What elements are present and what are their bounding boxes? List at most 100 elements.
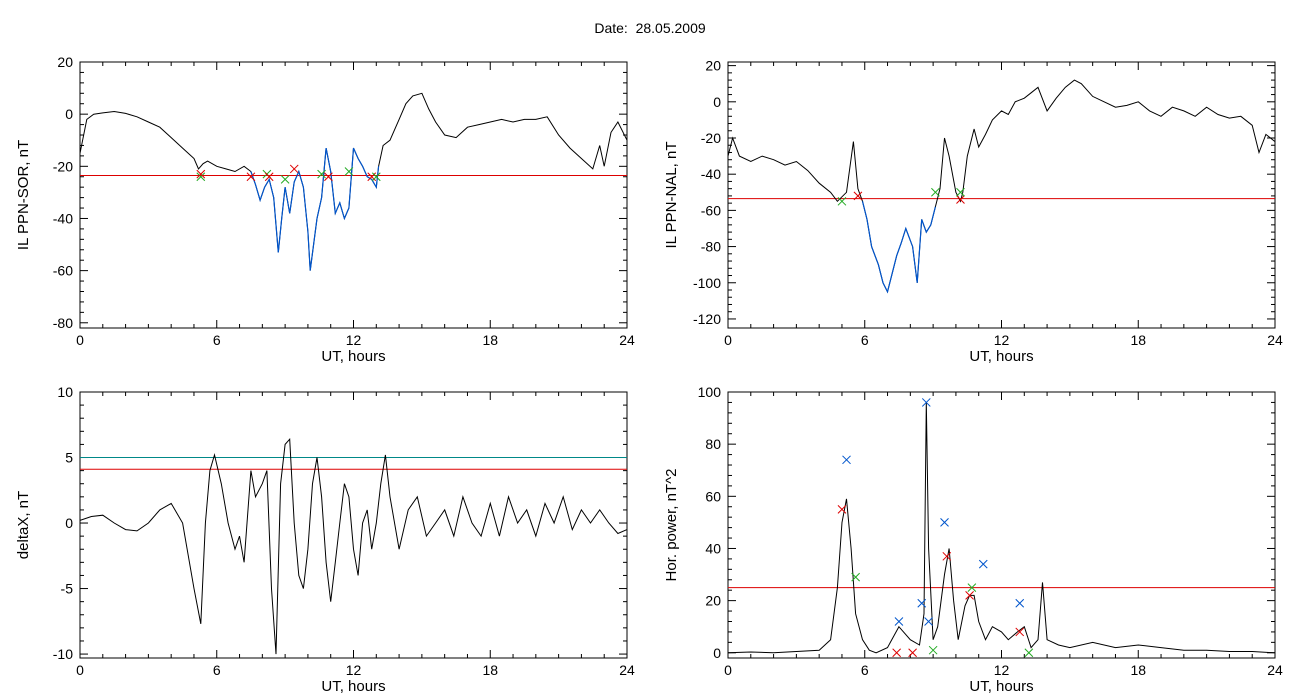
data-series-line — [727, 79, 1276, 294]
chart-panel-nal: 0 6 12 18 24 -120 -100 -80 -60 -40 -20 0 20 UT, hours… — [663, 58, 1283, 365]
plot-frame — [79, 391, 628, 659]
x-tick-label: 6 — [861, 332, 869, 348]
marker-blue — [921, 398, 931, 407]
marker-blue — [894, 617, 904, 626]
y-tick-label: 60 — [705, 488, 721, 504]
y-tick-label: 0 — [65, 106, 73, 122]
x-tick-label: 24 — [1267, 662, 1283, 678]
y-tick-label: 0 — [713, 94, 721, 110]
y-tick-label: -60 — [701, 202, 721, 218]
marker-red — [324, 172, 333, 182]
marker-green — [851, 572, 860, 582]
marker-blue — [978, 559, 988, 569]
y-tick-label: -80 — [53, 315, 73, 331]
marker-green — [317, 169, 326, 179]
x-tick-label: 24 — [619, 332, 635, 348]
data-series-line — [79, 437, 628, 655]
y-tick-label: -40 — [701, 166, 721, 182]
marker-red — [956, 195, 965, 204]
y-axis-label: Hor. power, nT^2 — [663, 469, 680, 582]
data-series-line — [79, 92, 628, 271]
x-tick-label: 24 — [619, 662, 635, 678]
substorm-segment-line — [250, 147, 380, 271]
y-tick-label: 0 — [65, 515, 73, 531]
marker-red — [837, 504, 847, 514]
y-tick-label: -5 — [61, 581, 74, 597]
y-tick-label: -60 — [53, 263, 73, 279]
x-tick-label: 0 — [76, 662, 84, 678]
y-axis-label: IL PPN-NAL, nT — [663, 142, 680, 249]
x-axis-label: UT, hours — [969, 348, 1033, 365]
y-tick-label: 100 — [698, 384, 722, 400]
marker-red — [965, 591, 974, 600]
x-axis-label: UT, hours — [321, 348, 385, 365]
data-series-line — [727, 402, 1276, 654]
marker-green — [967, 583, 977, 592]
x-tick-label: 0 — [76, 332, 84, 348]
plot-frame — [727, 61, 1276, 329]
marker-red — [892, 648, 902, 658]
x-tick-label: 0 — [724, 662, 732, 678]
y-tick-label: 40 — [705, 540, 721, 556]
y-tick-label: 10 — [57, 384, 73, 400]
y-axis-label: deltaX, nT — [15, 491, 32, 559]
marker-blue — [940, 518, 949, 527]
x-tick-label: 0 — [724, 332, 732, 348]
marker-green — [196, 172, 206, 182]
marker-red — [853, 191, 863, 201]
marker-red — [367, 172, 377, 182]
x-tick-label: 12 — [346, 332, 362, 348]
y-tick-label: -10 — [53, 646, 73, 662]
marker-red — [1015, 627, 1025, 637]
y-tick-label: 80 — [705, 436, 721, 452]
x-tick-label: 6 — [213, 662, 221, 678]
x-tick-label: 6 — [861, 662, 869, 678]
chart-panel-sor: 0 6 12 18 24 -80 -60 -40 -20 0 20 UT, hours IL PPN-S… — [15, 54, 635, 365]
marker-blue — [924, 617, 933, 626]
marker-blue — [842, 455, 851, 465]
x-tick-label: 6 — [213, 332, 221, 348]
y-tick-label: -20 — [53, 158, 73, 174]
x-tick-label: 12 — [994, 332, 1010, 348]
x-axis-label: UT, hours — [321, 678, 385, 695]
plot-frame — [727, 391, 1276, 659]
y-tick-label: 5 — [65, 450, 73, 466]
x-tick-label: 24 — [1267, 332, 1283, 348]
x-tick-label: 12 — [346, 662, 362, 678]
y-tick-label: -40 — [53, 210, 73, 226]
x-tick-label: 18 — [482, 332, 498, 348]
x-tick-label: 18 — [1130, 662, 1146, 678]
y-axis-label: IL PPN-SOR, nT — [15, 140, 32, 250]
chart-panel-power: 0 6 12 18 24 0 20 40 60 80 100 UT, hours Hor. power,… — [663, 384, 1283, 695]
marker-red — [908, 648, 917, 658]
y-tick-label: -120 — [693, 311, 721, 327]
x-tick-label: 12 — [994, 662, 1010, 678]
substorm-segment-line — [861, 201, 936, 294]
marker-green — [1024, 648, 1034, 658]
marker-green — [928, 645, 938, 655]
chart-panel-deltax: 0 6 12 18 24 -10 -5 0 5 10 UT, hours deltaX, nT — [15, 384, 635, 695]
y-tick-label: 20 — [57, 54, 73, 70]
marker-red — [289, 164, 299, 174]
y-tick-label: -100 — [693, 275, 721, 291]
x-tick-label: 18 — [482, 662, 498, 678]
marker-blue — [917, 598, 927, 608]
y-tick-label: -20 — [701, 130, 721, 146]
marker-red — [196, 169, 206, 179]
figure-title: Date: 28.05.2009 — [0, 20, 1300, 36]
marker-green — [344, 167, 354, 176]
y-tick-label: 0 — [713, 645, 721, 661]
marker-green — [931, 187, 940, 197]
marker-red — [246, 172, 256, 182]
x-axis-label: UT, hours — [969, 678, 1033, 695]
date-label: Date: — [594, 20, 628, 36]
marker-green — [280, 174, 290, 184]
date-value: 28.05.2009 — [635, 20, 706, 36]
marker-red — [942, 551, 952, 561]
marker-green — [371, 172, 381, 182]
marker-blue — [1015, 598, 1025, 608]
y-tick-label: 20 — [705, 58, 721, 74]
marker-green — [956, 187, 965, 197]
y-tick-label: 20 — [705, 593, 721, 609]
